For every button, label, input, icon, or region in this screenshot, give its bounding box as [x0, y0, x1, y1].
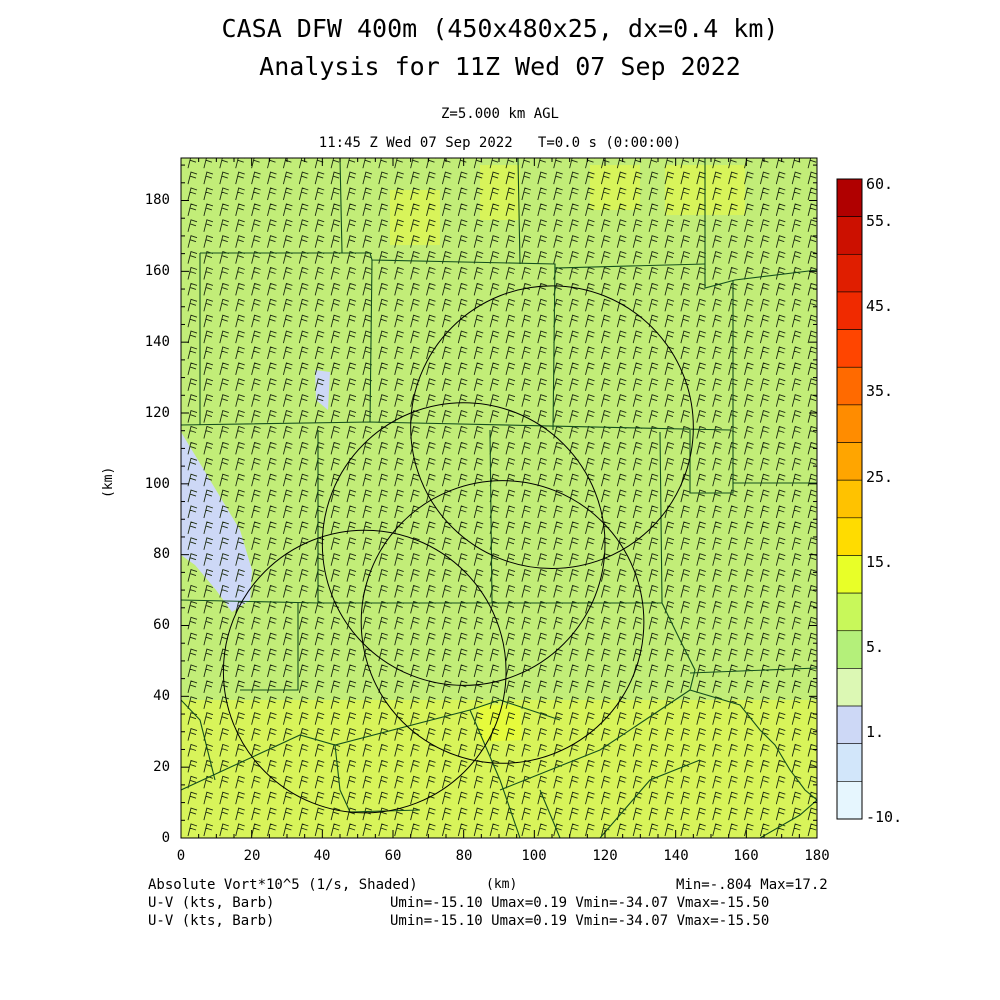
wind-barbs [187, 158, 817, 837]
y-tick-label: 180 [144, 192, 170, 208]
county-boundary [181, 699, 216, 781]
x-tick-label: 60 [384, 848, 402, 864]
field-bright-patch [740, 720, 817, 790]
county-boundary [661, 602, 817, 801]
county-boundary [599, 759, 701, 838]
county-boundary [759, 799, 817, 838]
county-boundary [339, 158, 343, 254]
county-boundary [469, 709, 521, 838]
y-tick-label: 20 [153, 759, 170, 775]
wind-barb-set [187, 158, 817, 837]
county-boundary [489, 429, 493, 604]
x-tick-label: 140 [663, 848, 689, 864]
y-axis-label: (km) [101, 466, 116, 498]
colorbar-swatch [836, 479, 863, 519]
county-boundaries [181, 158, 817, 838]
radar-range-ring [321, 402, 606, 686]
vorticity-field [181, 158, 817, 838]
colorbar-swatch [836, 178, 863, 217]
field-bright-patch [480, 165, 520, 220]
colorbar-swatch [836, 668, 863, 707]
radar-range-ring [410, 285, 694, 569]
level-label: Z=5.000 km AGL [440, 106, 559, 122]
uv-label-2: U-V (kts, Barb) [148, 913, 275, 929]
y-tick-label: 0 [161, 830, 170, 846]
x-axis-label: (km) [486, 877, 518, 892]
colorbar-label: 60. [866, 175, 894, 193]
colorbar-swatch [836, 291, 863, 330]
x-tick-label: 20 [243, 848, 261, 864]
county-boundary [369, 259, 373, 423]
y-tick-label: 160 [144, 263, 170, 279]
colorbar-swatch [836, 555, 863, 594]
field-yellow-patch [478, 705, 522, 742]
field-bright-patch [590, 165, 640, 210]
colorbar-frame [836, 178, 863, 820]
colorbar-swatch [836, 329, 863, 368]
uv-stats-1: Umin=-15.10 Umax=0.19 Vmin=-34.07 Vmax=-… [390, 895, 770, 911]
colorbar-label: -10. [866, 808, 903, 826]
x-tick-label: 80 [455, 848, 473, 864]
colorbar-label: 45. [866, 297, 894, 315]
field-bright-patch [390, 190, 440, 245]
colorbar [836, 178, 863, 820]
county-boundary [689, 667, 817, 674]
x-tick-label: 0 [176, 848, 186, 864]
county-boundary [499, 689, 691, 791]
colorbar-label: 25. [866, 468, 894, 486]
field-low-vorticity-area [181, 432, 252, 612]
x-tick-label: 100 [521, 848, 547, 864]
colorbar-swatch [836, 630, 863, 669]
colorbar-swatch [836, 592, 863, 632]
axis-ticks [180, 158, 818, 839]
y-tick-label: 80 [153, 546, 170, 562]
county-boundary [552, 263, 556, 431]
colorbar-swatch [836, 781, 863, 820]
colorbar-label: 1. [866, 723, 885, 741]
uv-stats-2: Umin=-15.10 Umax=0.19 Vmin=-34.07 Vmax=-… [390, 913, 770, 929]
county-boundary [181, 699, 561, 791]
y-tick-label: 100 [144, 476, 170, 492]
colorbar-label: 15. [866, 553, 894, 571]
x-tick-label: 180 [804, 848, 830, 864]
county-boundary [517, 158, 521, 265]
x-tick-label: 160 [733, 848, 759, 864]
colorbar-swatch [836, 404, 863, 443]
radar-range-rings [222, 285, 694, 814]
min-max-label: Min=-.804 Max=17.2 [676, 877, 828, 893]
radar-range-ring [222, 529, 507, 814]
y-tick-label: 40 [153, 688, 170, 704]
colorbar-swatch [836, 442, 863, 481]
colorbar-label: 35. [866, 382, 894, 400]
colorbar-swatch [836, 705, 863, 745]
x-tick-label: 40 [313, 848, 331, 864]
colorbar-swatch [836, 253, 863, 293]
colorbar-swatch [836, 366, 863, 406]
figure-title-line1: CASA DFW 400m (450x480x25, dx=0.4 km) [221, 14, 779, 43]
y-tick-label: 60 [153, 617, 170, 633]
colorbar-swatch [836, 517, 863, 556]
figure-title-line2: Analysis for 11Z Wed 07 Sep 2022 [259, 52, 741, 81]
county-boundary [689, 280, 734, 494]
radar-range-ring [360, 480, 645, 764]
colorbar-label: 55. [866, 212, 894, 230]
y-tick-label: 120 [144, 405, 170, 421]
field-label: Absolute Vort*10^5 (1/s, Shaded) [148, 877, 418, 893]
colorbar-swatch [836, 216, 863, 255]
x-tick-label: 120 [592, 848, 618, 864]
uv-label-1: U-V (kts, Barb) [148, 895, 275, 911]
county-boundary [539, 789, 561, 838]
field-low-vorticity-area [315, 370, 330, 410]
county-boundary [240, 603, 299, 691]
y-tick-label: 140 [144, 334, 170, 350]
colorbar-label: 5. [866, 638, 885, 656]
county-boundary [704, 158, 817, 289]
valid-time-label: 11:45 Z Wed 07 Sep 2022 T=0.0 s (0:00:00… [318, 135, 682, 151]
county-boundary [181, 599, 662, 604]
field-bright-band [181, 700, 817, 838]
colorbar-swatch [836, 743, 863, 782]
